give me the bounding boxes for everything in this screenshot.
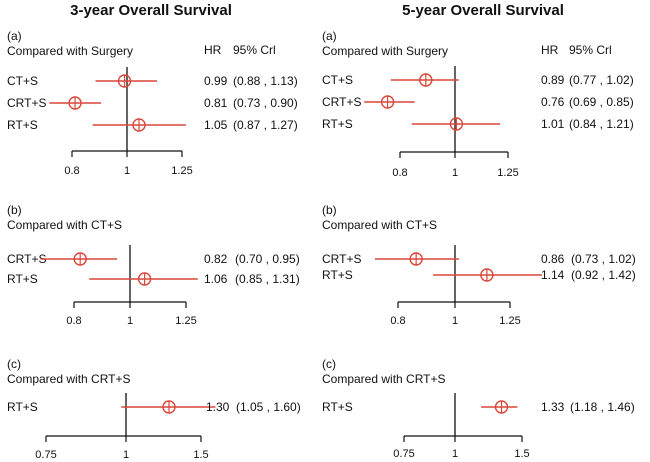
- panel-label: (a): [322, 29, 337, 43]
- row-label: CRT+S: [7, 252, 46, 266]
- hr-value: 0.82: [204, 252, 228, 266]
- x-tick-label: 0.8: [392, 167, 407, 179]
- ci-value: (0.85 , 1.31): [235, 272, 300, 286]
- row-label: CRT+S: [7, 96, 46, 110]
- x-tick-label: 1: [127, 315, 133, 327]
- x-tick-label: 1: [452, 315, 458, 327]
- hr-value: 1.01: [541, 117, 565, 131]
- ci-value: (0.84 , 1.21): [569, 117, 634, 131]
- row-label: CT+S: [322, 73, 353, 87]
- x-tick-label: 1: [123, 449, 129, 461]
- ci-value: (0.73 , 0.90): [233, 96, 298, 110]
- x-tick-label: 0.8: [64, 165, 79, 177]
- comparison-title: Compared with Surgery: [7, 44, 133, 58]
- hr-value: 0.76: [541, 95, 565, 109]
- hr-value: 1.30: [206, 400, 230, 414]
- comparison-title: Compared with Surgery: [322, 44, 448, 58]
- hr-column-header: HR: [204, 43, 222, 57]
- x-tick-label: 1.25: [171, 165, 192, 177]
- x-tick-label: 0.75: [35, 449, 56, 461]
- hr-value: 1.05: [204, 118, 228, 132]
- panel-label: (a): [7, 29, 22, 43]
- comparison-title: Compared with CRT+S: [7, 372, 131, 386]
- row-label: RT+S: [322, 400, 353, 414]
- forest-panel: (a)Compared with Surgery HR 95% Crl 0.8 1 1.2…: [322, 29, 634, 179]
- ci-column-header: 95% Crl: [233, 43, 276, 57]
- ci-value: (0.92 , 1.42): [571, 268, 636, 282]
- x-tick-label: 1.25: [499, 315, 520, 327]
- row-label: CT+S: [7, 74, 38, 88]
- row-label: CRT+S: [322, 252, 361, 266]
- row-label: RT+S: [322, 268, 353, 282]
- row-label: RT+S: [322, 117, 353, 131]
- hr-value: 1.06: [204, 272, 228, 286]
- row-label: RT+S: [7, 400, 38, 414]
- ci-value: (0.73 , 1.02): [571, 252, 636, 266]
- hr-value: 0.99: [204, 74, 228, 88]
- panel-label: (b): [7, 203, 22, 217]
- hr-value: 0.86: [541, 252, 565, 266]
- right-column-title: 5-year Overall Survival: [402, 2, 564, 19]
- forest-panel: (c)Compared with CRT+S 0.75 1 1.5 RT+S 1.30 (1…: [7, 357, 301, 461]
- panel-label: (c): [7, 357, 21, 371]
- ci-value: (0.88 , 1.13): [233, 74, 298, 88]
- panel-label: (b): [322, 203, 337, 217]
- x-tick-label: 1: [452, 448, 458, 460]
- x-tick-label: 1.25: [175, 315, 196, 327]
- row-label: RT+S: [7, 118, 38, 132]
- hr-value: 0.81: [204, 96, 228, 110]
- comparison-title: Compared with CRT+S: [322, 372, 446, 386]
- hr-value: 0.89: [541, 73, 565, 87]
- panel-label: (c): [322, 357, 336, 371]
- x-tick-label: 0.8: [390, 315, 405, 327]
- x-tick-label: 0.8: [66, 315, 81, 327]
- hr-value: 1.14: [541, 268, 565, 282]
- comparison-title: Compared with CT+S: [322, 218, 437, 232]
- ci-value: (0.87 , 1.27): [233, 118, 298, 132]
- ci-column-header: 95% Crl: [569, 43, 612, 57]
- x-tick-label: 1.5: [193, 449, 208, 461]
- x-tick-label: 0.75: [393, 448, 414, 460]
- x-tick-label: 1: [452, 167, 458, 179]
- x-tick-label: 1: [124, 165, 130, 177]
- x-tick-label: 1.25: [497, 167, 518, 179]
- x-tick-label: 1.5: [514, 448, 529, 460]
- forest-panel: (b)Compared with CT+S 0.8 1 1.25 CRT+S 0.82 (0…: [7, 203, 300, 327]
- comparison-title: Compared with CT+S: [7, 218, 122, 232]
- hr-column-header: HR: [541, 43, 559, 57]
- left-column-title: 3-year Overall Survival: [70, 2, 232, 19]
- forest-panel: (b)Compared with CT+S 0.8 1 1.25 CRT+S 0.86 (0…: [322, 203, 636, 327]
- ci-value: (0.77 , 1.02): [569, 73, 634, 87]
- ci-value: (0.69 , 0.85): [569, 95, 634, 109]
- hr-value: 1.33: [541, 400, 565, 414]
- ci-value: (1.18 , 1.46): [570, 400, 635, 414]
- ci-value: (0.70 , 0.95): [235, 252, 300, 266]
- row-label: RT+S: [7, 272, 38, 286]
- ci-value: (1.05 , 1.60): [236, 400, 301, 414]
- forest-panel: (c)Compared with CRT+S 0.75 1 1.5 RT+S 1.33 (1…: [322, 357, 635, 460]
- row-label: CRT+S: [322, 95, 361, 109]
